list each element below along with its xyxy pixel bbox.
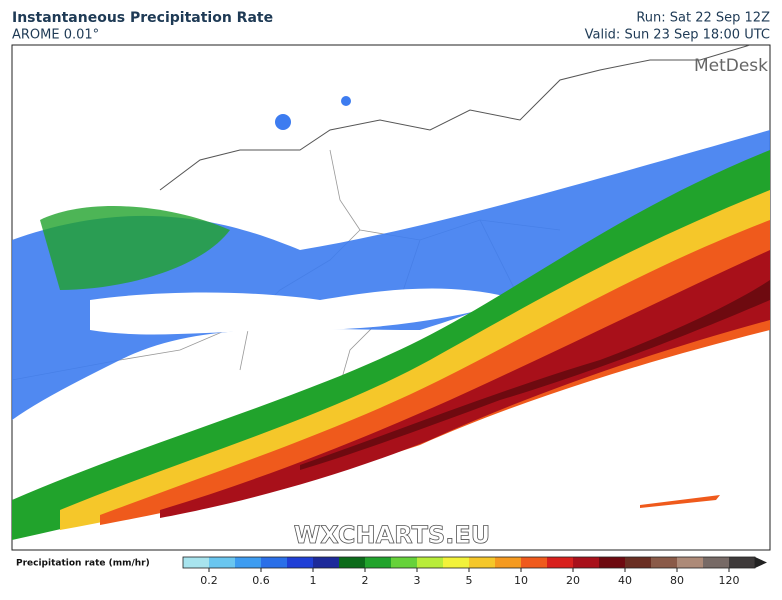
colorbar-tick-label: 120: [719, 574, 740, 587]
brand: MetDesk: [694, 56, 768, 76]
colorbar-tick-label: 5: [466, 574, 473, 587]
colorbar-swatch: [443, 557, 470, 568]
valid: Valid: Sun 23 Sep 18:00 UTC: [585, 28, 770, 43]
colorbar-swatch: [261, 557, 288, 568]
colorbar-swatch: [183, 557, 210, 568]
colorbar-swatch: [469, 557, 496, 568]
colorbar-swatch: [625, 557, 652, 568]
watermark: WXCHARTS.EU: [294, 521, 490, 549]
colorbar-tick-label: 80: [670, 574, 684, 587]
colorbar-tick-label: 0.6: [252, 574, 270, 587]
colorbar-swatch: [235, 557, 262, 568]
colorbar-tick-label: 10: [514, 574, 528, 587]
colorbar-tick-label: 0.2: [200, 574, 218, 587]
colorbar-swatch: [313, 557, 340, 568]
colorbar-swatch: [391, 557, 418, 568]
colorbar-swatch: [547, 557, 574, 568]
colorbar-swatch: [417, 557, 444, 568]
colorbar-swatch: [339, 557, 366, 568]
colorbar-tick-label: 3: [414, 574, 421, 587]
colorbar-swatch: [209, 557, 236, 568]
colorbar-swatch: [599, 557, 626, 568]
colorbar-tick-label: 2: [362, 574, 369, 587]
colorbar-arrow: [755, 557, 767, 568]
colorbar-swatch: [495, 557, 522, 568]
colorbar-swatch: [651, 557, 678, 568]
colorbar-label: Precipitation rate (mm/hr): [16, 559, 150, 569]
colorbar-swatch: [703, 557, 730, 568]
colorbar-swatch: [287, 557, 314, 568]
colorbar-swatch: [677, 557, 704, 568]
colorbar-tick-label: 1: [310, 574, 317, 587]
map: MetDesk WXCHARTS.EU: [11, 44, 771, 551]
run: Run: Sat 22 Sep 12Z: [636, 11, 770, 26]
colorbar: 0.2 0.6 1 2 3 5 10 20 40 80 120: [182, 556, 767, 587]
colorbar-tick-label: 40: [618, 574, 632, 587]
colorbar-swatch: [365, 557, 392, 568]
colorbar-swatch: [573, 557, 600, 568]
model: AROME 0.01°: [12, 28, 99, 43]
colorbar-tick-label: 20: [566, 574, 580, 587]
colorbar-swatch: [521, 557, 548, 568]
colorbar-swatch: [729, 557, 756, 568]
title: Instantaneous Precipitation Rate: [12, 10, 273, 26]
